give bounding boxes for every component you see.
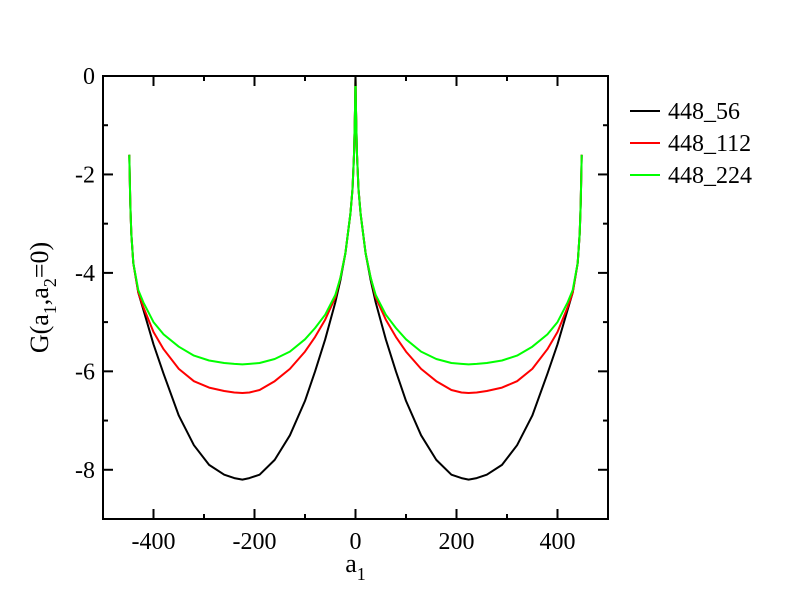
y-axis-title: G(a1,a2=0) <box>25 242 60 353</box>
x-tick-label: -200 <box>233 529 277 555</box>
legend-label: 448_112 <box>668 131 751 157</box>
x-axis-title: a1 <box>345 549 366 584</box>
legend-item: 448_112 <box>630 131 751 157</box>
x-tick-label: 0 <box>350 529 362 555</box>
legend-item: 448_224 <box>630 163 752 189</box>
y-tick-label: -4 <box>75 261 95 287</box>
legend: 448_56 448_112 448_224 <box>630 99 752 189</box>
legend-item: 448_56 <box>630 99 740 125</box>
legend-label: 448_224 <box>668 163 752 189</box>
x-tick-label: -400 <box>132 529 176 555</box>
x-tick-label: 400 <box>540 529 576 555</box>
y-tick-label: -2 <box>75 162 95 188</box>
legend-label: 448_56 <box>668 99 740 125</box>
y-tick-label: 0 <box>83 64 95 90</box>
x-tick-label: 200 <box>439 529 475 555</box>
y-tick-label: -8 <box>75 458 95 484</box>
tick-layer: -400 -200 0 200 400 0 -2 -4 -6 -8 <box>75 64 608 555</box>
y-tick-label: -6 <box>75 359 95 385</box>
